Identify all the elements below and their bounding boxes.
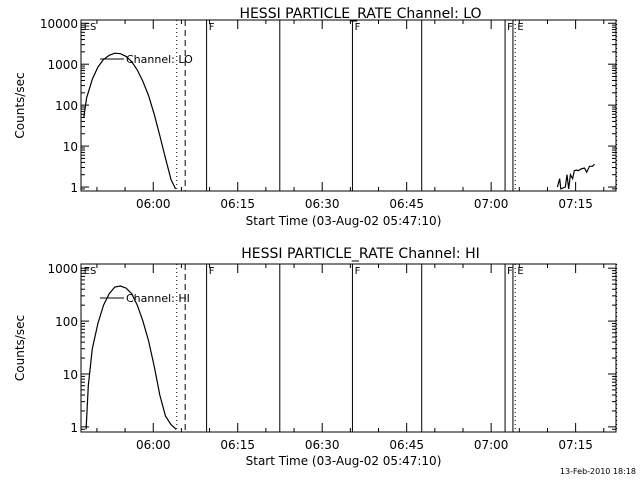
event-marker-label: ES	[84, 22, 97, 33]
y-tick-label: 1	[70, 421, 78, 435]
x-tick-label: 06:15	[220, 438, 255, 452]
hi-channel-panel: HESSI PARTICLE_RATE Channel: HI 1 10 100 100…	[13, 246, 618, 468]
y-tick-label: 100	[55, 99, 78, 113]
x-tick-label: 06:30	[305, 197, 340, 211]
series-line-0	[83, 52, 177, 190]
lo-channel-panel: HESSI PARTICLE_RATE Channel: LO 1 10 100 100…	[13, 6, 618, 228]
y-tick-label: 100	[55, 315, 78, 329]
event-marker-label: F	[507, 22, 513, 33]
chart-title: HESSI PARTICLE_RATE Channel: HI	[241, 246, 479, 262]
x-tick-label: 06:45	[389, 438, 424, 452]
x-tick-label: 06:45	[389, 197, 424, 211]
x-tick-label: 06:30	[305, 438, 340, 452]
chart-title: HESSI PARTICLE_RATE Channel: LO	[239, 6, 481, 22]
y-tick-label: 10000	[40, 17, 78, 31]
x-tick-label: 06:15	[220, 197, 255, 211]
y-tick-label: 1000	[47, 262, 78, 276]
series-line-1	[556, 163, 595, 190]
legend-label: Channel: HI	[126, 292, 190, 305]
plot-frame	[80, 263, 617, 433]
event-marker-label: F	[355, 266, 361, 277]
series-line-0	[85, 285, 177, 430]
x-tick-label: 07:00	[474, 197, 509, 211]
event-marker-label: E	[517, 266, 523, 277]
plot-frame	[80, 19, 617, 192]
legend-label: Channel: LO	[126, 53, 193, 66]
event-marker-label: F	[355, 22, 361, 33]
x-tick-label: 07:00	[474, 438, 509, 452]
y-axis-label: Counts/sec	[13, 72, 27, 138]
x-axis-label: Start Time (03-Aug-02 05:47:10)	[246, 454, 442, 468]
y-tick-label: 1000	[47, 58, 78, 72]
x-axis-label: Start Time (03-Aug-02 05:47:10)	[246, 214, 442, 228]
y-axis-label: Counts/sec	[13, 315, 27, 381]
event-marker-label: E	[517, 22, 523, 33]
x-tick-label: 06:00	[136, 197, 171, 211]
y-tick-label: 10	[63, 368, 78, 382]
footer-timestamp: 13-Feb-2010 18:18	[560, 467, 636, 476]
x-tick-label: 07:15	[558, 197, 593, 211]
event-marker-label: F	[507, 266, 513, 277]
y-tick-label: 10	[63, 140, 78, 154]
x-tick-label: 07:15	[558, 438, 593, 452]
event-marker-label: F	[209, 266, 215, 277]
x-tick-label: 06:00	[136, 438, 171, 452]
y-tick-label: 1	[70, 181, 78, 195]
event-marker-label: ES	[84, 266, 97, 277]
event-marker-label: F	[209, 22, 215, 33]
